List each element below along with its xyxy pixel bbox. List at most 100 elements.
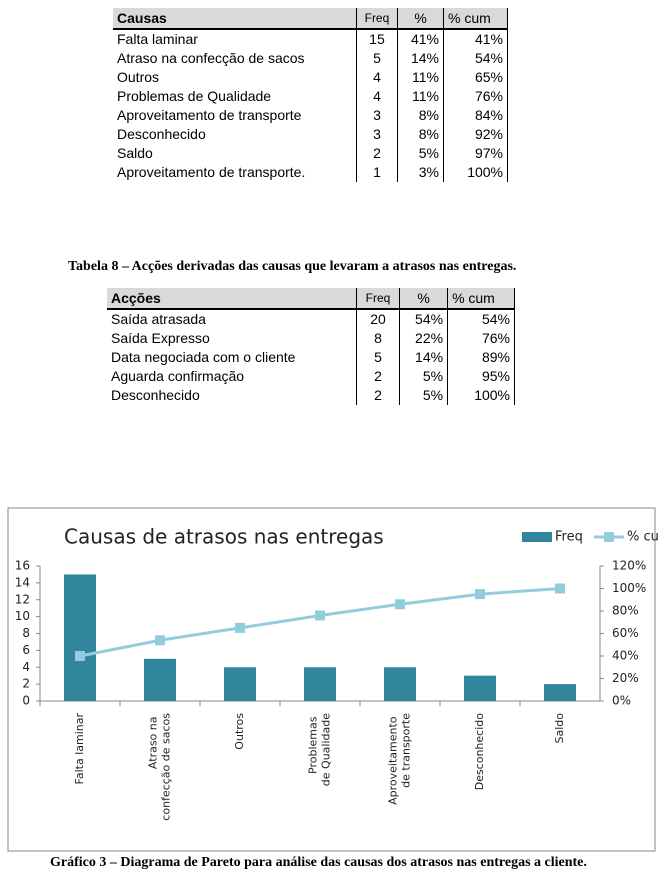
bar [464,675,496,701]
table-cell: 15 [356,29,399,49]
table-row: Desconhecido 2 5% 100% [107,386,515,405]
table-row: Saída Expresso 8 22% 76% [107,329,515,348]
header-row: Acções Freq%% cum [107,288,515,310]
table-accoes: Acções Freq%% cum Saída atrasada 20 54% 54% Sa… [107,288,515,405]
header-cell: % cum [443,8,508,30]
header-cell: % [397,8,444,30]
table-cell: Aproveitamento de transporte. [113,163,357,182]
line-marker [475,589,485,600]
x-tick-label: Atraso na confecção de sacos [146,713,172,821]
table-cell: 20 [356,309,401,329]
table-cell: 3% [397,163,444,182]
y-tick-label: 2 [22,677,30,691]
header-cell: % [399,288,449,310]
table-cell: 89% [447,348,515,367]
table-cell: 41% [397,29,444,49]
table-cell: 3 [356,125,399,144]
chart-title: Causas de atrasos nas entregas [64,525,384,549]
table-row: Falta laminar 15 41% 41% [113,29,508,49]
table-cell: Falta laminar [113,29,357,49]
table-cell: 76% [447,329,515,348]
table-cell: 95% [447,367,515,386]
legend-swatch [604,532,614,542]
line-marker [235,622,245,633]
x-tick-label: Problemas de Qualidade [306,713,332,786]
table-cell: 11% [397,68,444,87]
y-tick-label: 12 [15,592,30,606]
bar [64,574,96,701]
table-cell: 65% [443,68,508,87]
table-cell: Problemas de Qualidade [113,87,357,106]
table-cell: 8 [356,329,401,348]
table-cell: 2 [356,144,399,163]
table-cell: 41% [443,29,508,49]
header-cell: % cum [447,288,515,310]
y-tick-label: 8 [22,626,30,640]
table-row: Aproveitamento de transporte 3 8% 84% [113,106,508,125]
header-cell: Freq [356,8,399,30]
y-tick-label: 16 [15,559,30,573]
table-cell: 8% [397,125,444,144]
bar [544,684,576,701]
y-tick-label: 4 [22,660,30,674]
y2-tick-label: 0% [612,694,631,708]
bar [224,667,256,701]
y-tick-label: 0 [22,694,30,708]
table-cell: Aproveitamento de transporte [113,106,357,125]
y2-tick-label: 120% [612,559,646,573]
line-marker [315,610,325,621]
table-cell: Saída atrasada [107,309,357,329]
table-row: Outros 4 11% 65% [113,68,508,87]
table-cell: 4 [356,87,399,106]
bar [144,658,176,701]
header-cell: Causas [113,8,357,30]
y2-tick-label: 60% [612,626,639,640]
chart-caption: Gráfico 3 – Diagrama de Pareto para anál… [50,855,587,870]
table-row: Atraso na confecção de sacos 5 14% 54% [113,49,508,68]
table-row: Saída atrasada 20 54% 54% [107,309,515,329]
legend-label: Freq [555,530,583,545]
table-cell: 11% [397,87,444,106]
table-cell: 100% [447,386,515,405]
table-row: Problemas de Qualidade 4 11% 76% [113,87,508,106]
table-cell: 4 [356,68,399,87]
line-marker [555,583,565,594]
header-row: Causas Freq%% cum [113,8,508,30]
table-cell: 3 [356,106,399,125]
table-cell: 2 [356,386,401,405]
legend-label: % cum [627,530,659,545]
table-causas: Causas Freq%% cum Falta laminar 15 41% 41% Atr… [113,8,508,182]
line-marker [75,651,85,661]
table-cell: Atraso na confecção de sacos [113,49,357,68]
table-cell: 5% [399,367,449,386]
table-cell: 14% [397,49,444,68]
table-cell: 22% [399,329,449,348]
table-cell: 14% [399,348,449,367]
y-tick-label: 6 [22,643,30,657]
table-cell: 5 [356,348,401,367]
table-caption: Tabela 8 – Acções derivadas das causas q… [68,259,517,274]
table-cell: 54% [447,309,515,329]
table-cell: 76% [443,87,508,106]
table-row: Desconhecido 3 8% 92% [113,125,508,144]
table-row: Data negociada com o cliente 5 14% 89% [107,348,515,367]
x-tick-label: Desconhecido [473,713,486,791]
table-cell: 5% [397,144,444,163]
table-row: Aproveitamento de transporte. 1 3% 100% [113,163,508,182]
legend-swatch [522,532,552,542]
table-cell: Outros [113,68,357,87]
y-tick-label: 14 [15,575,30,589]
table-cell: Saída Expresso [107,329,357,348]
bar [384,667,416,701]
table-cell: 92% [443,125,508,144]
table-row: Aguarda confirmação 2 5% 95% [107,367,515,386]
line-marker [395,599,405,610]
header-cell: Acções [107,288,357,310]
table-cell: Desconhecido [107,386,357,405]
table-cell: 2 [356,367,401,386]
table-cell: Aguarda confirmação [107,367,357,386]
y2-tick-label: 20% [612,671,639,685]
table-cell: 100% [443,163,508,182]
